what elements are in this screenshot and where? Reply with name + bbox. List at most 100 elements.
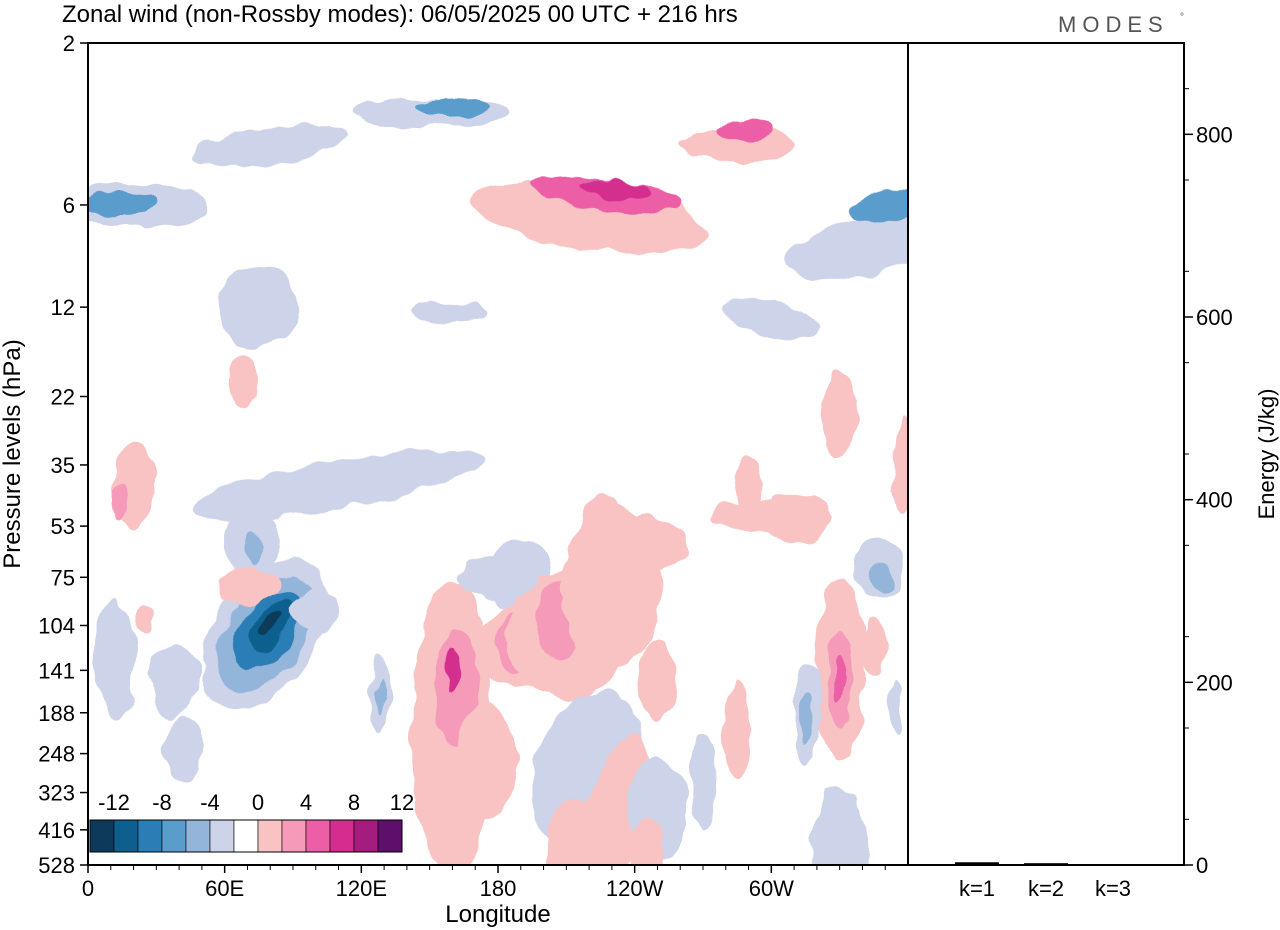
pressure-axis: 2 6 12 22 35 53 75 104 141 188 248 323 416 528 [38, 31, 88, 878]
pressure-tick-label: 2 [63, 31, 75, 56]
wavenumber-label: k=1 [959, 876, 995, 901]
logo-mark: ° [1180, 12, 1190, 23]
colorbar-swatch-10 [329, 819, 355, 853]
contour-region-20 [246, 531, 263, 568]
contour-region-13 [218, 267, 299, 348]
colorbar-swatch-11 [353, 819, 379, 853]
pressure-tick-label: 12 [51, 295, 75, 320]
wavenumber-label: k=2 [1028, 876, 1064, 901]
colorbar-label: -4 [200, 790, 220, 815]
energy-frame [907, 42, 1185, 866]
contour-region-49 [637, 639, 678, 720]
colorbar-swatch-5 [209, 819, 235, 853]
energy-tick-label: 600 [1196, 305, 1233, 330]
colorbar-swatch-0 [89, 819, 115, 853]
contour-region-69 [890, 676, 903, 737]
contour-region-12 [407, 303, 488, 324]
contour-region-64 [723, 679, 752, 780]
colorbar-label: 4 [300, 790, 312, 815]
contour-region-41 [445, 647, 460, 692]
contour-region-14 [722, 297, 820, 341]
colorbar-swatch-12 [377, 819, 403, 853]
longitude-tick-label: 0 [82, 876, 94, 901]
contour-region-36 [95, 598, 136, 719]
colorbar-swatch-6 [233, 819, 259, 853]
energy-axis-label: Energy (J/kg) [1254, 389, 1279, 520]
contour-region-9 [718, 119, 770, 140]
colorbar-frame [89, 819, 403, 853]
longitude-tick-label: 180 [480, 876, 517, 901]
contour-region-68 [809, 787, 870, 865]
pressure-tick-label: 141 [38, 658, 75, 683]
x-axis-label: Longitude [445, 901, 550, 928]
longitude-tick-label: 120E [336, 876, 387, 901]
energy-tick-label: 400 [1196, 488, 1233, 513]
pressure-tick-label: 104 [38, 613, 75, 638]
colorbar-label: 8 [348, 790, 360, 815]
contour-region-48 [561, 506, 662, 667]
pressure-tick-label: 75 [51, 565, 75, 590]
colorbar-swatch-3 [161, 819, 187, 853]
contour-region-7 [582, 179, 651, 200]
contour-region-67 [870, 563, 891, 592]
energy-bar-k=3 [1091, 864, 1135, 866]
heatmap-features [88, 98, 908, 865]
energy-tick-label: 800 [1196, 122, 1233, 147]
contour-region-1 [88, 193, 160, 217]
pressure-tick-label: 248 [38, 742, 75, 767]
contour-region-26 [734, 454, 763, 515]
longitude-tick-label: 60W [749, 876, 794, 901]
modes-logo: MODES [1058, 12, 1169, 37]
wavenumber-axis: k=1 k=2 k=3 [959, 876, 1131, 901]
contour-region-10 [783, 215, 908, 280]
colorbar: -12 -8 -4 0 4 8 12 [88, 783, 414, 855]
contour-region-8 [682, 127, 793, 164]
colorbar-swatch-4 [185, 819, 211, 853]
pressure-tick-label: 528 [38, 853, 75, 878]
contour-region-71 [163, 718, 204, 779]
energy-bar-k=2 [1024, 863, 1068, 865]
energy-panel: 0 200 400 600 800 k=1 k=2 k=3 Energy (J/kg) [907, 42, 1279, 901]
pressure-tick-label: 53 [51, 514, 75, 539]
contour-region-34 [217, 568, 278, 605]
pressure-tick-label: 6 [63, 193, 75, 218]
colorbar-label: -12 [98, 790, 130, 815]
wavenumber-label: k=3 [1095, 876, 1131, 901]
contour-region-63 [861, 616, 886, 677]
contour-region-57 [628, 817, 665, 865]
colorbar-swatch-7 [257, 819, 283, 853]
pressure-tick-label: 22 [51, 384, 75, 409]
colorbar-label: -8 [152, 790, 172, 815]
contour-region-11 [850, 188, 908, 222]
contour-region-17 [111, 486, 128, 518]
contour-region-15 [228, 352, 257, 413]
energy-tick-label: 200 [1196, 670, 1233, 695]
energy-axis: 0 200 400 600 800 [1184, 88, 1233, 878]
longitude-axis: 0 60E 120E 180 120W 60W [82, 865, 886, 901]
contour-region-50 [458, 555, 538, 600]
pressure-tick-label: 323 [38, 781, 75, 806]
heatmap-panel: -12 -8 -4 0 4 8 12 2 6 12 22 35 53 75 104 141 188 248 323… [0, 31, 909, 928]
longitude-tick-label: 120W [606, 876, 664, 901]
colorbar-label: 12 [390, 790, 414, 815]
pressure-tick-label: 416 [38, 818, 75, 843]
contour-region-18 [190, 449, 487, 520]
contour-region-22 [893, 414, 908, 515]
y-axis-label: Pressure levels (hPa) [0, 339, 26, 568]
contour-region-60 [834, 655, 845, 704]
contour-region-33 [290, 592, 341, 633]
pressure-tick-label: 188 [38, 701, 75, 726]
contour-region-2 [190, 124, 350, 167]
contour-region-4 [412, 98, 493, 117]
contour-region-21 [821, 370, 858, 461]
contour-region-35 [149, 641, 200, 718]
energy-bars [955, 862, 1135, 866]
contour-region-42 [456, 700, 517, 821]
colorbar-label: 0 [252, 790, 264, 815]
contour-region-65 [759, 492, 830, 543]
contour-region-72 [136, 605, 153, 634]
colorbar-swatch-9 [305, 819, 331, 853]
contour-region-55 [547, 797, 608, 865]
contour-region-70 [691, 731, 715, 832]
